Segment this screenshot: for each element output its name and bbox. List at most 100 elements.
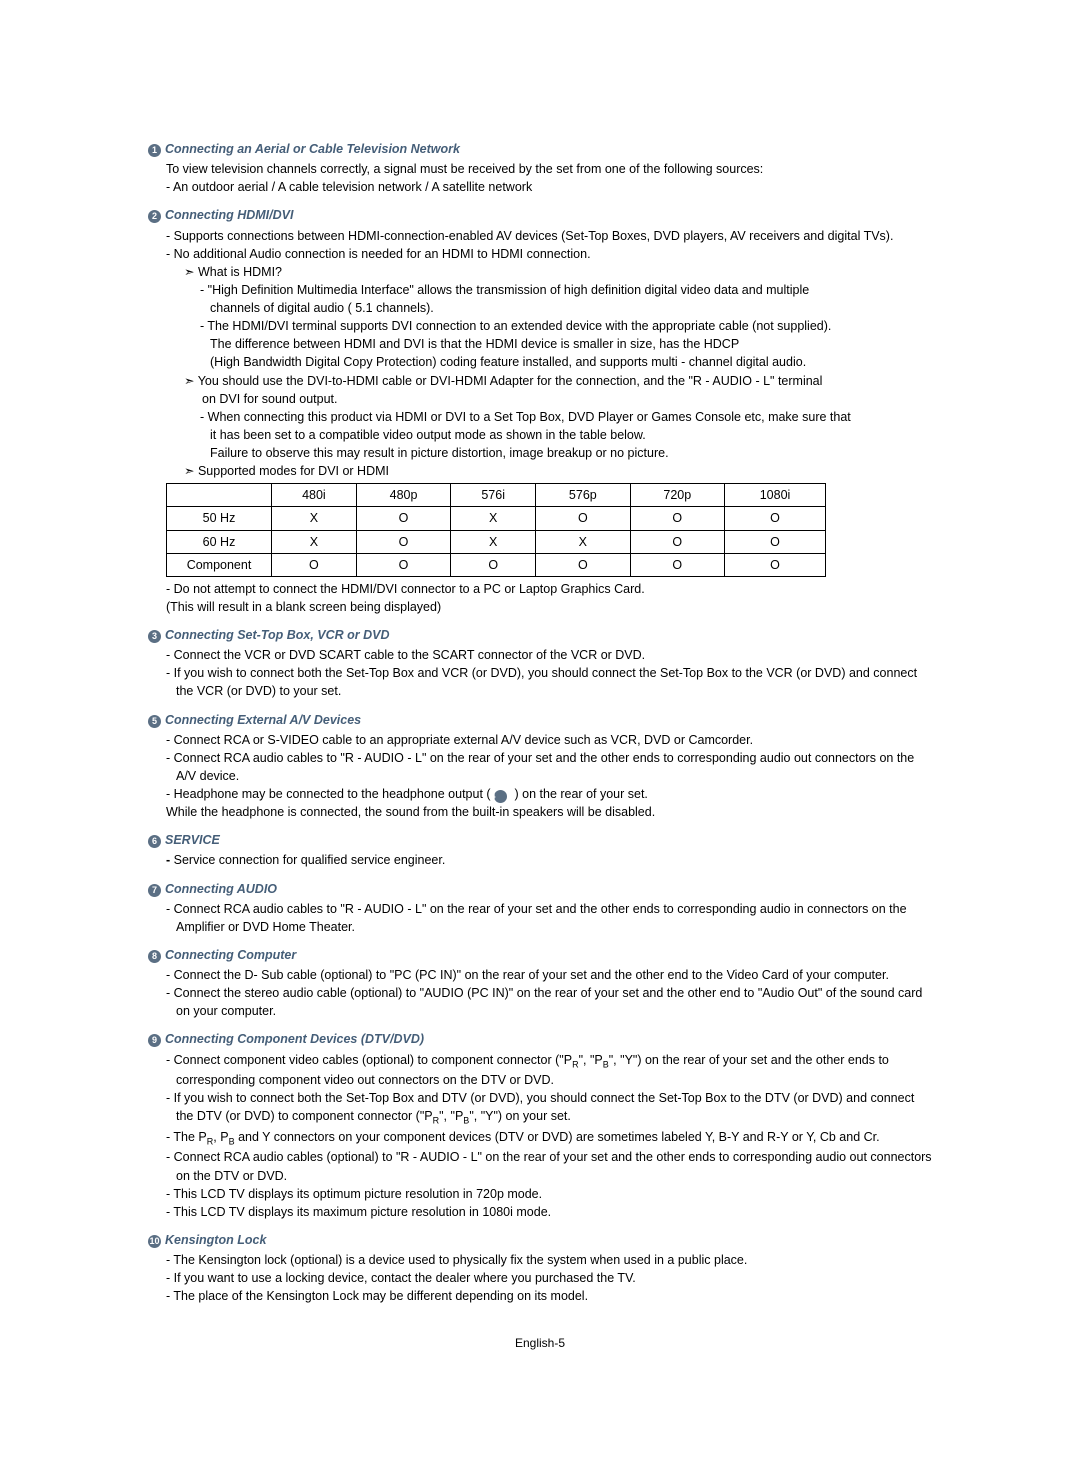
document-page: 1Connecting an Aerial or Cable Televisio… [0, 0, 1080, 1413]
section-bullet-3: 3 [148, 630, 161, 643]
section-title: Connecting Computer [165, 946, 296, 964]
line: The HDMI/DVI terminal supports DVI conne… [166, 317, 932, 335]
table-cell: O [725, 530, 826, 553]
table-cell: Component [167, 553, 272, 576]
section-title: Connecting an Aerial or Cable Television… [165, 140, 460, 158]
table-cell: O [356, 530, 450, 553]
line: If you want to use a locking device, con… [166, 1269, 932, 1287]
section-8: 8 Connecting Computer Connect the D- Sub c… [148, 946, 932, 1021]
table-header: 480p [356, 484, 450, 507]
table-header [167, 484, 272, 507]
section-bullet-10: 10 [148, 1235, 161, 1248]
section-title: Connecting Component Devices (DTV/DVD) [165, 1030, 424, 1048]
section-head: 1Connecting an Aerial or Cable Televisio… [148, 140, 932, 158]
section-3: 3 Connecting Set-Top Box, VCR or DVD Conne… [148, 626, 932, 701]
table-cell: O [630, 553, 724, 576]
section-head: 9 Connecting Component Devices (DTV/DVD) [148, 1030, 932, 1048]
headphone-bullet: 4 [494, 790, 507, 803]
line: Headphone may be connected to the headph… [166, 785, 932, 803]
line: The difference between HDMI and DVI is t… [166, 335, 932, 353]
section-title: Kensington Lock [165, 1231, 266, 1249]
line: To view television channels correctly, a… [166, 162, 763, 176]
line: If you wish to connect both the Set-Top … [166, 664, 932, 700]
line: What is HDMI? [166, 263, 932, 281]
line: Connect component video cables (optional… [166, 1051, 932, 1090]
section-bullet-5: 5 [148, 715, 161, 728]
section-title: Connecting AUDIO [165, 880, 277, 898]
section-2: 2 Connecting HDMI/DVI Supports connections… [148, 206, 932, 616]
table-cell: O [272, 553, 357, 576]
section-bullet-9: 9 [148, 1034, 161, 1047]
line: Supports connections between HDMI-connec… [166, 227, 932, 245]
line: No additional Audio connection is needed… [166, 245, 932, 263]
section-head: 10 Kensington Lock [148, 1231, 932, 1249]
section-body: Connect RCA audio cables to "R - AUDIO -… [148, 900, 932, 936]
section-bullet-8: 8 [148, 950, 161, 963]
line: When connecting this product via HDMI or… [166, 408, 932, 426]
section-head: 2 Connecting HDMI/DVI [148, 206, 932, 224]
line: Connect the stereo audio cable (optional… [166, 984, 932, 1020]
line: Connect the VCR or DVD SCART cable to th… [166, 646, 932, 664]
table-cell: 60 Hz [167, 530, 272, 553]
section-body: Supports connections between HDMI-connec… [148, 227, 932, 481]
section-title: Connecting Set-Top Box, VCR or DVD [165, 626, 390, 644]
table-cell: O [725, 507, 826, 530]
table-cell: X [451, 507, 536, 530]
line: Connect RCA audio cables to "R - AUDIO -… [166, 749, 932, 785]
table-row: 50 HzXOXOOO [167, 507, 826, 530]
line: If you wish to connect both the Set-Top … [166, 1089, 932, 1128]
table-header: 576p [536, 484, 630, 507]
table-cell: O [536, 507, 630, 530]
table-cell: X [536, 530, 630, 553]
page-footer: English-5 [148, 1335, 932, 1352]
section-body: Connect the VCR or DVD SCART cable to th… [148, 646, 932, 700]
line: Connect RCA or S-VIDEO cable to an appro… [166, 731, 932, 749]
table-header: 720p [630, 484, 724, 507]
section-body: To view television channels correctly, a… [148, 160, 932, 196]
after-table: Do not attempt to connect the HDMI/DVI c… [148, 580, 932, 616]
line: on DVI for sound output. [166, 390, 932, 408]
section-9: 9 Connecting Component Devices (DTV/DVD) C… [148, 1030, 932, 1221]
table-row: ComponentOOOOOO [167, 553, 826, 576]
table-header: 576i [451, 484, 536, 507]
line: The Kensington lock (optional) is a devi… [166, 1251, 932, 1269]
section-body: The Kensington lock (optional) is a devi… [148, 1251, 932, 1305]
line: Connect RCA audio cables (optional) to "… [166, 1148, 932, 1184]
table-cell: O [536, 553, 630, 576]
section-1: 1Connecting an Aerial or Cable Televisio… [148, 140, 932, 196]
section-title: SERVICE [165, 831, 220, 849]
section-10: 10 Kensington Lock The Kensington lock (op… [148, 1231, 932, 1306]
table-row: 60 HzXOXXOO [167, 530, 826, 553]
table-cell: X [272, 507, 357, 530]
table-header: 480i [272, 484, 357, 507]
line: it has been set to a compatible video ou… [166, 426, 932, 444]
section-head: 5Connecting External A/V Devices [148, 711, 932, 729]
section-6: 6SERVICE - Service connection for qualifi… [148, 831, 932, 869]
section-body: - Service connection for qualified servi… [148, 851, 932, 869]
line: An outdoor aerial / A cable television n… [166, 178, 932, 196]
section-body: Connect RCA or S-VIDEO cable to an appro… [148, 731, 932, 822]
line: Connect the D- Sub cable (optional) to "… [166, 966, 932, 984]
line: (This will result in a blank screen bein… [166, 600, 441, 614]
section-bullet-2: 2 [148, 210, 161, 223]
line: This LCD TV displays its optimum picture… [166, 1185, 932, 1203]
table-cell: O [356, 553, 450, 576]
section-7: 7Connecting AUDIOConnect RCA audio cable… [148, 880, 932, 936]
section-body: Connect the D- Sub cable (optional) to "… [148, 966, 932, 1020]
table-cell: O [630, 507, 724, 530]
line: You should use the DVI-to-HDMI cable or … [166, 372, 932, 390]
line: The place of the Kensington Lock may be … [166, 1287, 932, 1305]
section-title: Connecting HDMI/DVI [165, 206, 293, 224]
line: Supported modes for DVI or HDMI [166, 462, 932, 480]
table-header: 1080i [725, 484, 826, 507]
section-body: Connect component video cables (optional… [148, 1051, 932, 1221]
table-cell: X [451, 530, 536, 553]
sections-container: 1Connecting an Aerial or Cable Televisio… [148, 140, 932, 1305]
line: The PR, PB and Y connectors on your comp… [166, 1128, 932, 1149]
table-cell: O [356, 507, 450, 530]
table-cell: O [725, 553, 826, 576]
section-head: 8 Connecting Computer [148, 946, 932, 964]
section-head: 6SERVICE [148, 831, 932, 849]
line: channels of digital audio ( 5.1 channels… [166, 299, 932, 317]
line: Do not attempt to connect the HDMI/DVI c… [166, 580, 932, 598]
